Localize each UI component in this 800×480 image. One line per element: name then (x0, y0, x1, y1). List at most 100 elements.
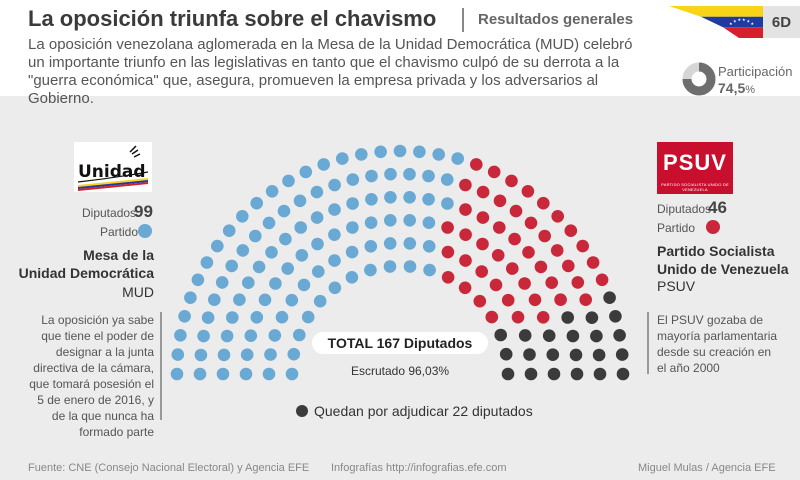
seat-mud (216, 367, 230, 381)
seat-quedan-por-adjudicar (609, 310, 622, 323)
seat-mud (293, 194, 307, 208)
seat-quedan-por-adjudicar (569, 348, 583, 362)
seat-psuv (554, 293, 567, 307)
seat-mud (171, 348, 185, 361)
seat-psuv (571, 276, 585, 289)
psuv-logo-text: PSUV (663, 150, 727, 175)
seat-mud (384, 167, 397, 181)
seat-mud (191, 273, 205, 287)
psuv-name-line1: Partido Socialista (657, 243, 775, 259)
seat-psuv (579, 293, 592, 307)
seat-mud (295, 249, 309, 262)
seat-mud (249, 229, 262, 243)
seat-quedan-por-adjudicar (616, 367, 630, 381)
psuv-description: El PSUV gozaba de mayoría parlamentaria … (657, 313, 778, 375)
mud-diputados-count: 99 (134, 202, 153, 221)
seat-mud (250, 311, 264, 324)
seat-quedan-por-adjudicar (547, 367, 561, 381)
escrutado-label: Escrutado 96,03% (350, 364, 450, 378)
title-divider (462, 8, 464, 32)
mud-name-line2: Unidad Democrática (18, 265, 154, 281)
seat-quedan-por-adjudicar (592, 348, 606, 362)
seat-mud (215, 276, 229, 289)
mud-abbr: MUD (122, 284, 154, 300)
seat-mud (345, 245, 359, 259)
psuv-logo: PSUV PARTIDO SOCIALISTA UNIDO DE VENEZUE… (657, 142, 733, 194)
seat-psuv (576, 239, 589, 253)
seat-quedan-por-adjudicar (561, 311, 574, 324)
seat-psuv (459, 178, 472, 192)
participation-number: 74,5 (718, 80, 746, 96)
seat-mud (403, 214, 417, 227)
mud-logo-text: Unidad (78, 162, 146, 182)
seat-quedan-por-adjudicar (590, 329, 603, 343)
mud-color-dot (138, 224, 152, 238)
psuv-description-rule (647, 312, 649, 374)
seat-psuv (441, 245, 455, 259)
seat-psuv (521, 185, 535, 198)
seat-psuv (506, 262, 519, 275)
mud-description-rule (160, 312, 162, 420)
svg-text:★: ★ (747, 19, 751, 24)
seat-mud (297, 278, 311, 292)
psuv-logo-subtext: PARTIDO SOCIALISTA UNIDO DE VENEZUELA (661, 182, 729, 192)
venezuela-flag-icon: ★ ★ ★ ★ ★ ★ (669, 6, 763, 38)
seat-mud (311, 237, 324, 251)
intro-text: La oposición venezolana aglomerada en la… (28, 36, 633, 107)
seat-mud (268, 329, 282, 342)
seat-psuv (491, 249, 505, 262)
seat-mud (225, 259, 238, 273)
psuv-name-line2: Unido de Venezuela (657, 261, 789, 277)
seat-psuv (470, 158, 483, 171)
seat-mud (403, 191, 416, 204)
seat-quedan-por-adjudicar (615, 348, 629, 361)
header: La oposición triunfa sobre el chavismo R… (0, 0, 800, 107)
seat-mud (423, 263, 436, 277)
seat-psuv (511, 310, 525, 324)
seat-mud (252, 260, 266, 274)
seat-psuv (518, 277, 531, 290)
seat-mud (287, 347, 301, 361)
seat-mud (383, 237, 397, 250)
seat-mud (222, 224, 236, 237)
seat-psuv (534, 260, 548, 274)
seat-psuv (505, 174, 518, 188)
mud-description: La oposición ya sabe que tiene el poder … (29, 313, 154, 439)
footer-web: Infografías http://infografias.efe.com (331, 462, 507, 474)
seat-mud (265, 246, 278, 259)
seat-mud (184, 291, 197, 305)
seat-quedan-por-adjudicar (585, 311, 599, 325)
seat-mud (285, 293, 299, 307)
seat-mud (201, 311, 215, 325)
seat-mud (393, 144, 407, 158)
total-deputies: TOTAL 167 Diputados (312, 332, 488, 354)
seat-mud (275, 310, 289, 324)
seat-mud (364, 263, 377, 277)
svg-text:★: ★ (733, 19, 737, 24)
seat-mud (197, 329, 210, 343)
seat-mud (422, 169, 435, 183)
seat-mud (422, 193, 435, 206)
seat-quedan-por-adjudicar (613, 329, 626, 342)
footer-author: Miguel Mulas / Agencia EFE (638, 462, 776, 474)
seat-psuv (489, 278, 503, 292)
seat-mud (236, 210, 249, 223)
mud-name: Mesa de la Unidad Democrática (14, 246, 154, 282)
seat-psuv (538, 229, 551, 243)
seat-psuv (528, 293, 542, 307)
participation-label: Participación (718, 64, 793, 79)
seat-psuv (562, 259, 575, 273)
seat-mud (239, 367, 253, 381)
psuv-abbr: PSUV (657, 278, 696, 294)
seat-mud (317, 158, 331, 171)
seat-mud (170, 367, 184, 381)
seat-mud (301, 310, 315, 324)
seat-mud (403, 260, 417, 273)
seat-mud (244, 329, 258, 343)
seat-psuv (550, 244, 564, 257)
seat-quedan-por-adjudicar (542, 329, 556, 343)
psuv-diputados-label: Diputados (657, 202, 712, 216)
seat-quedan-por-adjudicar (593, 367, 607, 381)
footer-source: Fuente: CNE (Consejo Nacional Electoral)… (28, 462, 310, 474)
seat-mud (328, 178, 341, 192)
